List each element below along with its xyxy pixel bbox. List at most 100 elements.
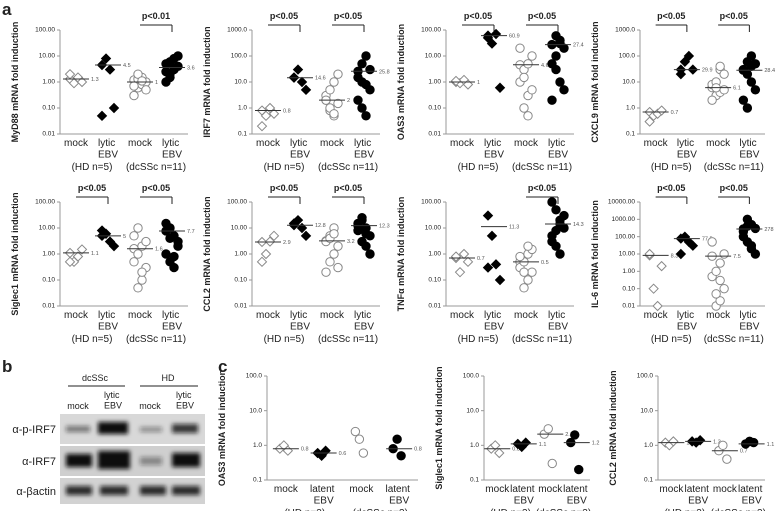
data-point: [746, 51, 757, 61]
x-tick-label: mock: [485, 484, 510, 495]
mean-label: 12.8: [315, 223, 326, 229]
y-tick-label: 0.10: [622, 285, 635, 292]
x-tick-label: mock: [64, 310, 89, 321]
y-tick-label: 1.0: [644, 442, 653, 449]
data-point: [574, 464, 584, 475]
mean-label: 77.5: [702, 237, 713, 243]
mean-label: 1: [477, 80, 480, 86]
data-point: [675, 68, 687, 80]
y-axis-title: Siglec1 mRNA fold induction: [10, 192, 20, 315]
x-tick-label: lytic EBV: [162, 310, 182, 333]
y-tick-label: 10.00: [425, 53, 442, 60]
mean-label: 2: [347, 98, 350, 104]
group-label: (HD n=5): [651, 334, 692, 345]
mean-label: 1.3: [713, 439, 721, 445]
blot-group: HD: [162, 373, 175, 383]
mean-label: 5: [123, 234, 126, 240]
data-point: [547, 95, 557, 105]
data-point: [559, 85, 569, 95]
data-point: [354, 434, 365, 444]
y-axis-title: MyD88 mRNA fold induction: [10, 22, 20, 143]
y-tick-label: 0.1: [238, 131, 247, 138]
y-tick-label: 0.10: [42, 105, 55, 112]
panel-label: c: [218, 357, 227, 376]
y-axis-title: OAS3 mRNA fold induction: [217, 370, 227, 486]
y-axis-title: CCL2 mRNA fold induction: [202, 196, 212, 311]
x-tick-label: mock: [128, 310, 153, 321]
data-point: [715, 61, 725, 72]
group-label: (dcSSc n=3): [353, 508, 408, 511]
mean-label: 14.6: [315, 76, 326, 82]
data-point: [165, 72, 175, 83]
data-point: [76, 244, 88, 255]
data-point: [129, 257, 139, 267]
data-point: [527, 85, 537, 95]
y-tick-label: 10.0: [249, 407, 262, 414]
group-label: (HD n=5): [458, 162, 499, 173]
x-tick-label: mock: [274, 484, 299, 495]
data-point: [361, 241, 371, 251]
x-tick-label: lytic EBV: [484, 310, 504, 333]
y-axis-title: IRF7 mRNA fold induction: [202, 26, 212, 137]
x-tick-label: latent EBV: [563, 484, 590, 507]
y-tick-label: 1.0: [253, 442, 262, 449]
data-point: [129, 90, 139, 101]
x-tick-label: mock: [320, 310, 345, 321]
p-value: p<0.05: [657, 11, 685, 21]
mean-label: 11.3: [509, 225, 519, 231]
data-point: [350, 426, 361, 437]
panel-label: b: [2, 357, 12, 376]
p-value: p<0.05: [142, 183, 170, 193]
data-point: [490, 259, 502, 270]
y-tick-label: 10.00: [39, 225, 56, 232]
y-tick-label: 10.00: [619, 251, 636, 258]
data-point: [547, 236, 557, 247]
p-value: p<0.01: [142, 11, 170, 21]
mean-label: 1.1: [539, 442, 547, 448]
y-tick-label: 0.10: [42, 277, 55, 284]
y-tick-label: 100.00: [421, 199, 441, 206]
data-point: [100, 53, 112, 64]
y-tick-label: 100.0: [463, 373, 480, 380]
group-label: (dcSSc n=11): [126, 334, 186, 345]
y-tick-label: 100.00: [421, 27, 441, 34]
data-point: [357, 103, 367, 113]
group-label: (dcSSc n=11): [512, 334, 572, 345]
data-point: [644, 116, 655, 127]
y-tick-label: 10.0: [234, 79, 247, 86]
mean-label: 1.6: [155, 247, 163, 253]
x-tick-label: lytic EBV: [354, 310, 374, 333]
mean-label: 0.7: [477, 256, 485, 262]
p-value: p<0.05: [334, 11, 362, 21]
mean-label: 27.4: [573, 43, 584, 49]
p-value: p<0.05: [528, 11, 556, 21]
panel-label: a: [2, 0, 12, 19]
mean-label: 1.3: [91, 77, 99, 83]
data-point: [296, 222, 308, 234]
data-point: [169, 251, 179, 262]
blot-row: α-IRF7: [22, 456, 56, 468]
data-point: [256, 256, 268, 268]
data-point: [520, 437, 531, 448]
data-point: [523, 275, 533, 285]
y-tick-label: 100.0: [231, 53, 248, 60]
data-point: [515, 43, 525, 53]
x-tick-label: mock: [256, 138, 281, 149]
p-value: p<0.05: [334, 183, 362, 193]
x-tick-label: lytic EBV: [290, 310, 310, 333]
group-label: (dcSSc n=11): [318, 162, 378, 173]
y-tick-label: 0.01: [428, 131, 441, 138]
data-point: [108, 102, 120, 114]
y-tick-label: 1000.00: [612, 216, 636, 223]
y-tick-label: 1.0: [470, 442, 479, 449]
x-tick-label: lytic EBV: [739, 310, 759, 333]
data-point: [494, 82, 506, 93]
group-label: (dcSSc n=11): [126, 162, 186, 173]
x-tick-label: lytic EBV: [677, 138, 697, 161]
data-point: [365, 64, 375, 75]
x-tick-label: lytic EBV: [354, 138, 374, 161]
data-point: [357, 59, 367, 69]
data-point: [450, 251, 462, 262]
data-point: [719, 69, 729, 79]
blot-row: α-βactin: [16, 486, 56, 498]
